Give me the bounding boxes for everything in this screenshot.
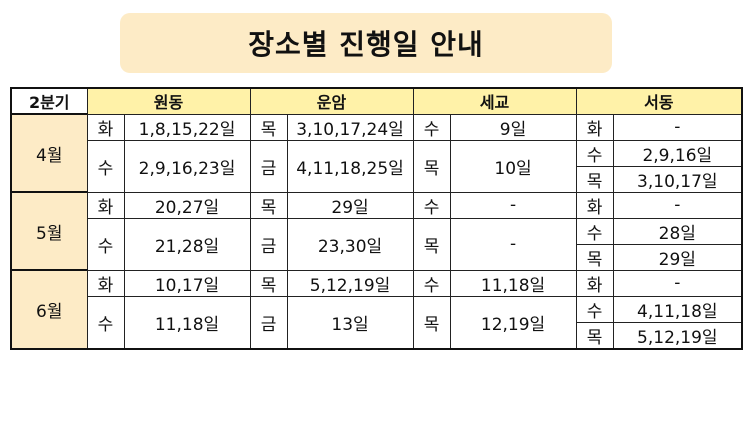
seodong-day: 수	[575, 217, 614, 245]
month-label-june: 6월	[10, 269, 88, 349]
page-title: 장소별 진행일 안내	[248, 28, 484, 61]
wondong-day: 수	[86, 295, 125, 349]
segyo-dates: -	[449, 191, 577, 219]
location-header-segyo: 세교	[412, 87, 577, 115]
seodong-day: 수	[575, 139, 614, 167]
unam-day: 금	[249, 217, 288, 271]
segyo-dates: 11,18일	[449, 269, 577, 297]
segyo-dates: -	[449, 217, 577, 271]
segyo-day: 수	[412, 113, 451, 141]
seodong-dates: -	[612, 113, 743, 141]
segyo-day: 수	[412, 269, 451, 297]
segyo-day: 목	[412, 295, 451, 349]
wondong-dates: 2,9,16,23일	[123, 139, 251, 193]
wondong-day: 화	[86, 113, 125, 141]
seodong-dates: 28일	[612, 217, 743, 245]
seodong-dates: 3,10,17일	[612, 165, 743, 193]
segyo-dates: 12,19일	[449, 295, 577, 349]
segyo-day: 수	[412, 191, 451, 219]
header-row: 2분기 원동 운암 세교 서동	[10, 87, 743, 115]
seodong-dates: -	[612, 191, 743, 219]
seodong-day: 수	[575, 295, 614, 323]
wondong-dates: 1,8,15,22일	[123, 113, 251, 141]
seodong-dates: 29일	[612, 243, 743, 271]
wondong-day: 화	[86, 269, 125, 297]
wondong-dates: 20,27일	[123, 191, 251, 219]
wondong-day: 수	[86, 217, 125, 271]
location-header-wondong: 원동	[86, 87, 251, 115]
unam-dates: 13일	[286, 295, 414, 349]
seodong-day: 화	[575, 269, 614, 297]
segyo-dates: 10일	[449, 139, 577, 193]
seodong-day: 목	[575, 243, 614, 271]
unam-day: 목	[249, 113, 288, 141]
location-header-unam: 운암	[249, 87, 414, 115]
seodong-dates: -	[612, 269, 743, 297]
wondong-day: 화	[86, 191, 125, 219]
unam-day: 목	[249, 269, 288, 297]
unam-dates: 3,10,17,24일	[286, 113, 414, 141]
seodong-dates: 5,12,19일	[612, 321, 743, 349]
month-label-april: 4월	[10, 113, 88, 193]
month-label-may: 5월	[10, 191, 88, 271]
unam-dates: 4,11,18,25일	[286, 139, 414, 193]
unam-day: 목	[249, 191, 288, 219]
wondong-dates: 21,28일	[123, 217, 251, 271]
unam-dates: 29일	[286, 191, 414, 219]
unam-dates: 23,30일	[286, 217, 414, 271]
seodong-day: 목	[575, 321, 614, 349]
segyo-day: 목	[412, 217, 451, 271]
wondong-dates: 10,17일	[123, 269, 251, 297]
unam-day: 금	[249, 139, 288, 193]
wondong-dates: 11,18일	[123, 295, 251, 349]
unam-dates: 5,12,19일	[286, 269, 414, 297]
title-banner: 장소별 진행일 안내	[120, 13, 612, 73]
schedule-table: 2분기 원동 운암 세교 서동 4월 화 1,8,15,22일 목 3,10,1…	[10, 87, 744, 350]
seodong-dates: 2,9,16일	[612, 139, 743, 167]
table-row: 수 21,28일 금 23,30일 목 -	[11, 217, 742, 271]
seodong-day: 목	[575, 165, 614, 193]
segyo-dates: 9일	[449, 113, 577, 141]
location-header-seodong: 서동	[575, 87, 743, 115]
unam-day: 금	[249, 295, 288, 349]
quarter-header: 2분기	[10, 87, 88, 115]
wondong-day: 수	[86, 139, 125, 193]
table-row: 수 11,18일 금 13일 목 12,19일	[11, 295, 742, 349]
seodong-day: 화	[575, 191, 614, 219]
seodong-day: 화	[575, 113, 614, 141]
seodong-dates: 4,11,18일	[612, 295, 743, 323]
segyo-day: 목	[412, 139, 451, 193]
